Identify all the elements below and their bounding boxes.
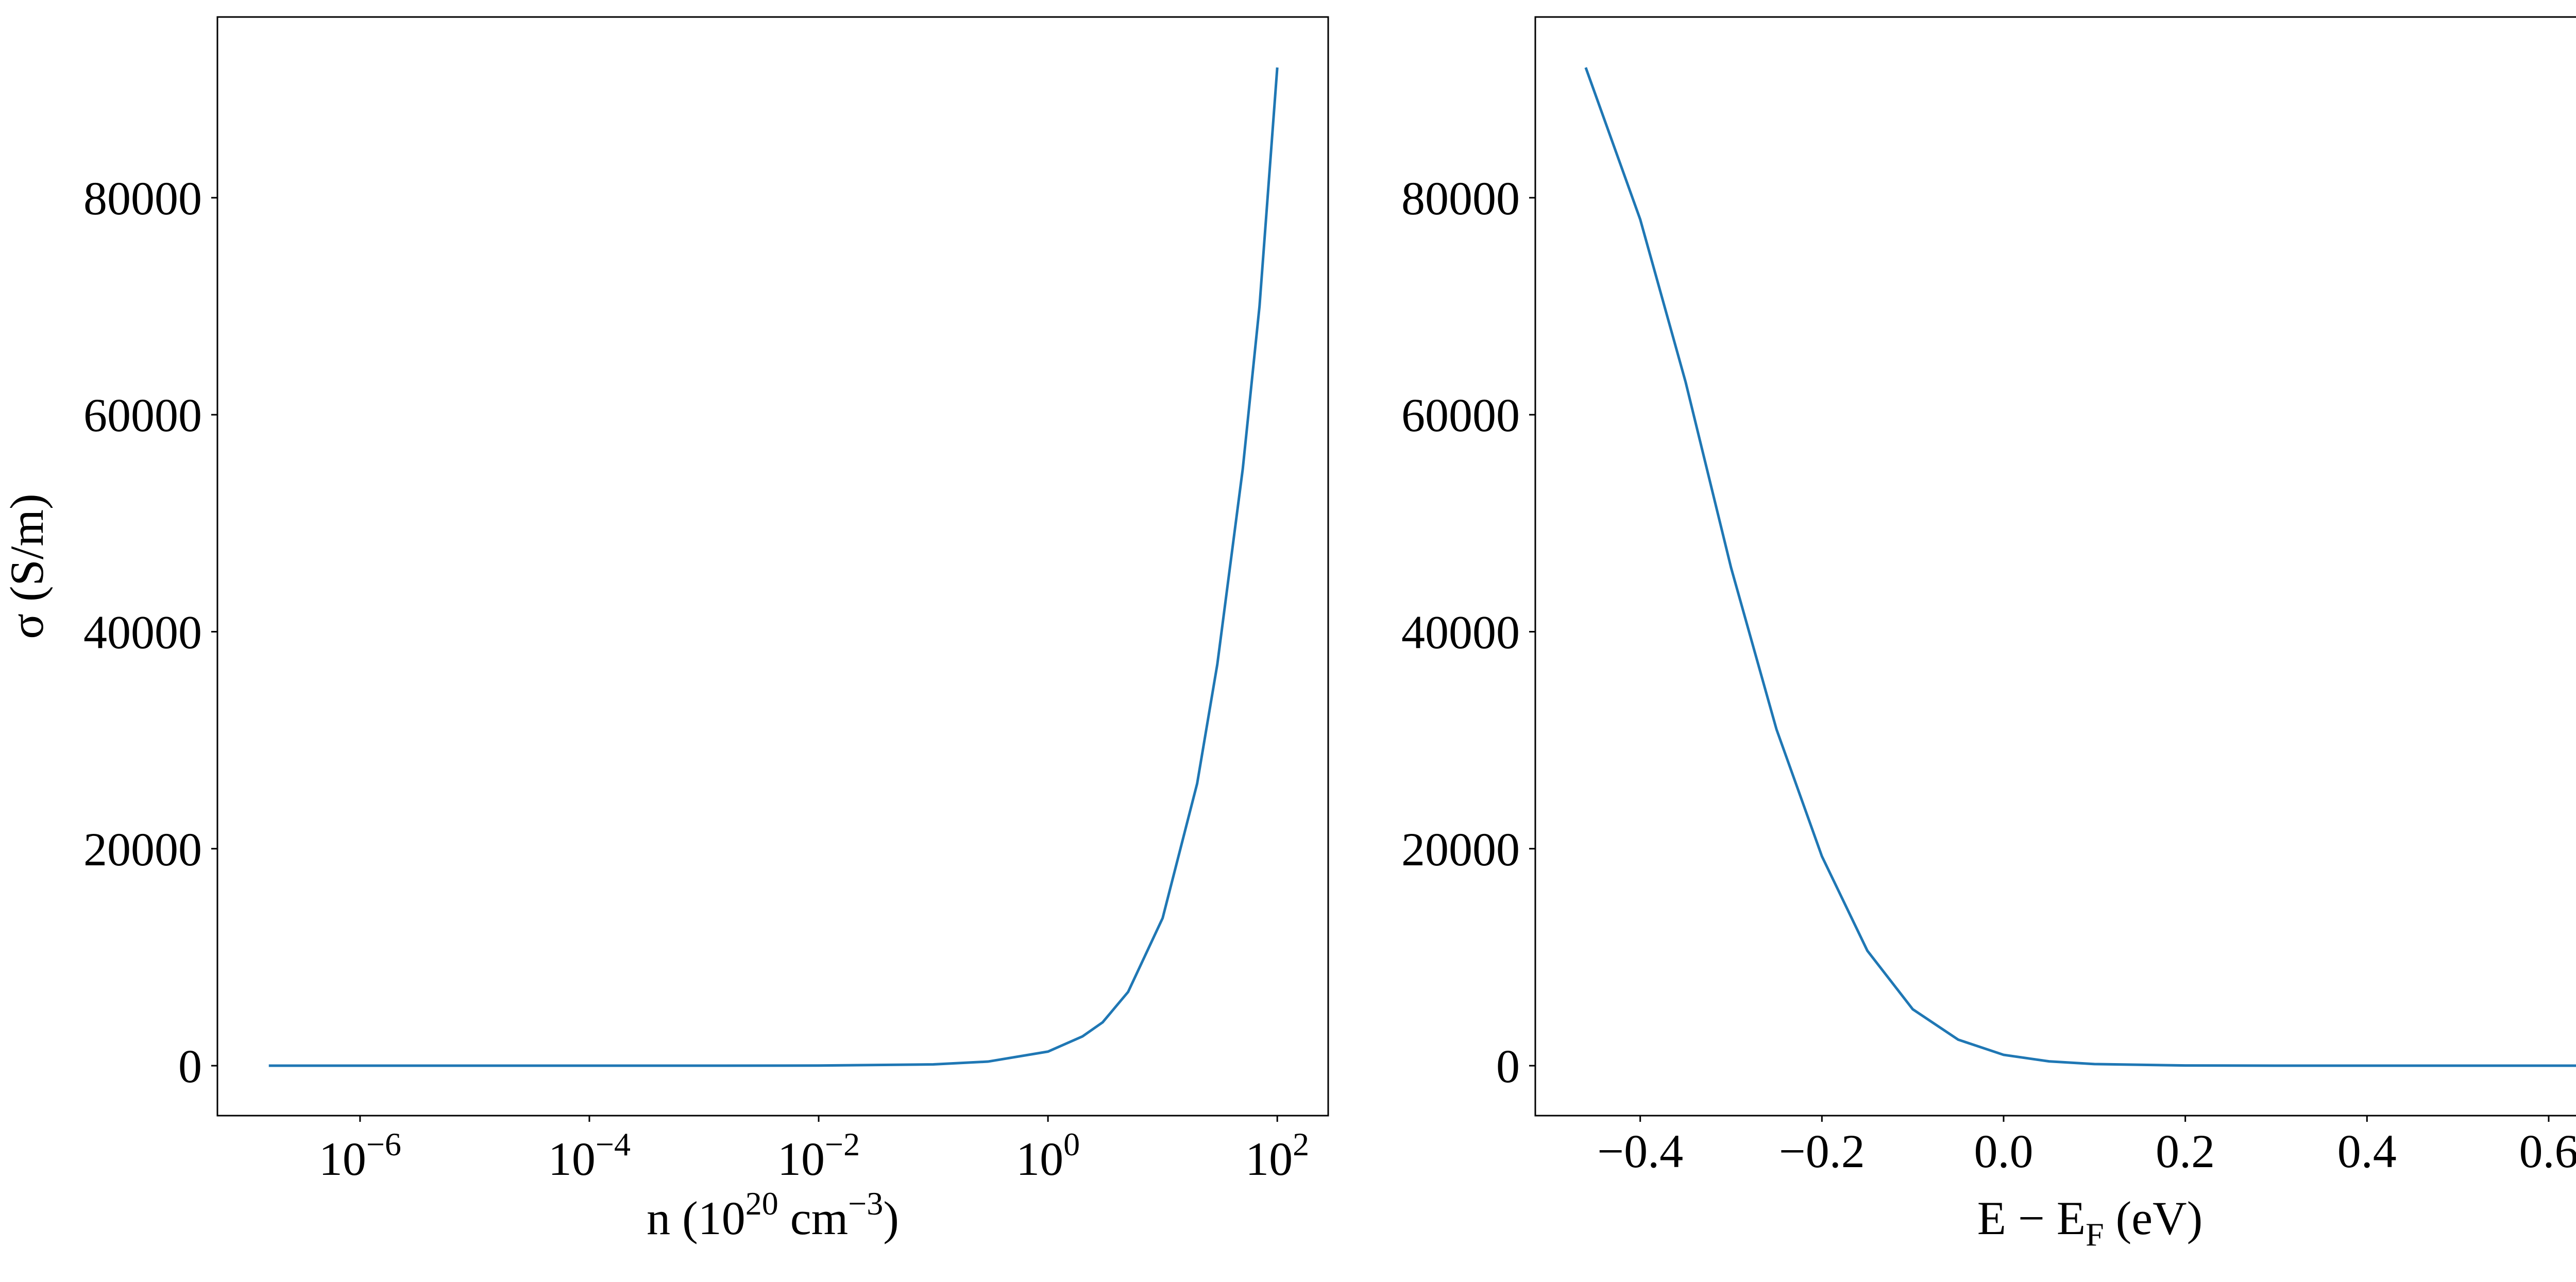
x-tick-label: 102	[1245, 1126, 1309, 1185]
x-axis-label: E − EF (eV)	[1977, 1192, 2202, 1253]
x-tick-label-base: 10	[548, 1133, 596, 1185]
y-tick-label: 60000	[83, 389, 202, 441]
x-axis-label-part: −3	[848, 1185, 883, 1222]
x-axis-label-part: 20	[745, 1185, 778, 1222]
x-tick-label: 0.0	[1974, 1125, 2033, 1177]
axes-frame	[1534, 16, 2576, 1117]
axes-frame	[216, 16, 1329, 1117]
y-tick-label: 20000	[83, 823, 202, 876]
y-tick-label: 0	[1496, 1040, 1520, 1092]
x-tick-label-base: 10	[777, 1133, 825, 1185]
y-tick-label: 20000	[1401, 823, 1520, 876]
x-tick-label: −0.2	[1779, 1125, 1865, 1177]
x-tick-label-exponent: −4	[596, 1126, 631, 1163]
x-axis-label-part: F	[2086, 1216, 2104, 1253]
x-tick-label: 0.2	[2156, 1125, 2215, 1177]
x-axis-label-part: (eV)	[2104, 1192, 2203, 1244]
x-tick-label: 0.4	[2337, 1125, 2397, 1177]
x-axis-label-part: n (10	[647, 1192, 745, 1244]
x-tick-label: 100	[1016, 1126, 1080, 1185]
x-tick-label-base: 10	[1245, 1133, 1293, 1185]
y-tick-label: 40000	[1401, 606, 1520, 658]
series-line	[268, 67, 1279, 1067]
x-tick-label: 10−2	[777, 1126, 860, 1185]
y-tick-label: 80000	[83, 172, 202, 225]
x-tick-label-base: 10	[1016, 1133, 1063, 1185]
x-axis-label-part: cm	[778, 1192, 848, 1244]
y-tick-label: 40000	[83, 606, 202, 658]
y-tick-label: 60000	[1401, 389, 1520, 441]
x-axis-label: n (1020 cm−3)	[647, 1185, 899, 1244]
x-tick-label-exponent: −2	[825, 1126, 860, 1163]
x-axis-label-part: E − E	[1977, 1192, 2086, 1244]
x-tick-label: 10−4	[548, 1126, 631, 1185]
y-axis-label: σ (S/m)	[1, 493, 53, 639]
x-tick-label-exponent: 0	[1063, 1126, 1080, 1163]
x-tick-label: 0.6	[2519, 1125, 2576, 1177]
y-tick-label: 0	[178, 1040, 202, 1092]
x-tick-label-base: 10	[319, 1133, 366, 1185]
series-line	[1584, 67, 2576, 1067]
x-tick-label: 10−6	[319, 1126, 401, 1185]
y-tick-label: 80000	[1401, 172, 1520, 225]
x-axis-label-part: )	[883, 1192, 899, 1244]
x-tick-label: −0.4	[1597, 1125, 1683, 1177]
x-tick-label-exponent: 2	[1293, 1126, 1309, 1163]
x-tick-label-exponent: −6	[366, 1126, 401, 1163]
